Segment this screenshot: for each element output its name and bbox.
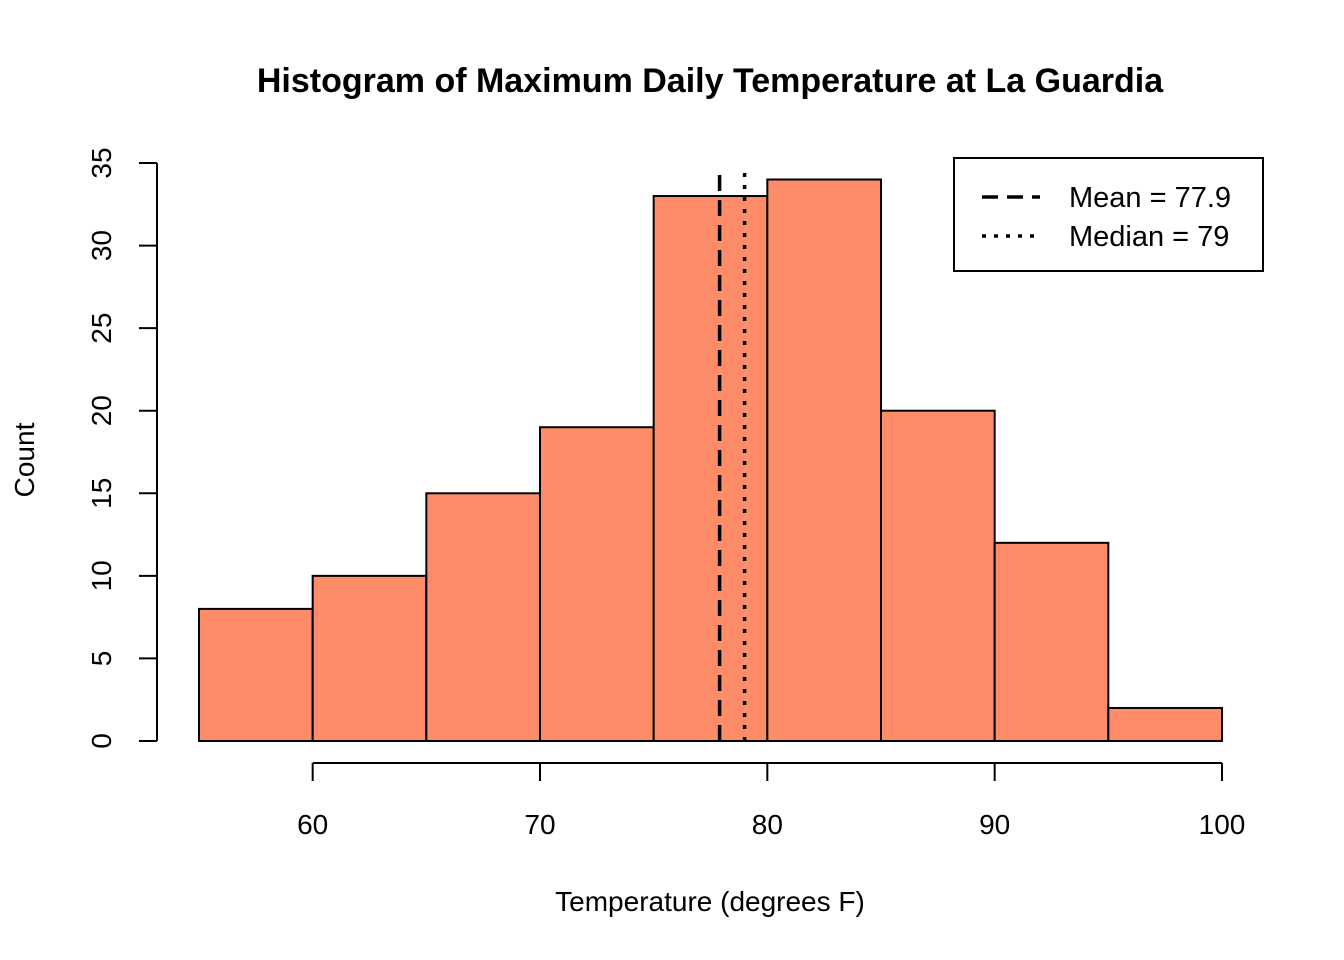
y-tick-label: 20 <box>86 395 117 426</box>
y-tick-label: 10 <box>86 560 117 591</box>
x-tick-label: 70 <box>524 809 555 840</box>
histogram-bar <box>1107 706 1224 743</box>
histogram-bar <box>652 195 769 742</box>
histogram-bar <box>539 426 655 742</box>
histogram-bar <box>766 178 882 742</box>
y-tick-label: 5 <box>86 651 117 667</box>
histogram-bar <box>993 541 1110 742</box>
bars-group <box>198 178 1224 743</box>
y-tick-label: 35 <box>86 147 117 178</box>
y-tick-label: 15 <box>86 478 117 509</box>
x-tick-label: 90 <box>979 809 1010 840</box>
y-tick-label: 25 <box>86 313 117 344</box>
reference-lines-group <box>717 170 747 741</box>
histogram-bar <box>425 492 542 742</box>
legend-box <box>953 157 1264 272</box>
x-tick-label: 100 <box>1199 809 1246 840</box>
legend-mean-label: Mean = 77.9 <box>1069 182 1231 214</box>
y-tick-label: 0 <box>86 733 117 749</box>
y-tick-label: 30 <box>86 230 117 261</box>
y-axis: 0 5 10 15 20 25 30 35 <box>86 147 158 749</box>
x-axis-label: Temperature (degrees F) <box>555 886 865 917</box>
legend: Mean = 77.9 Median = 79 <box>953 157 1264 272</box>
x-axis: 60 70 80 90 100 <box>297 762 1246 840</box>
histogram-bar <box>311 574 428 742</box>
x-tick-label: 60 <box>297 809 328 840</box>
x-tick-label: 80 <box>752 809 783 840</box>
histogram-bar <box>198 607 314 743</box>
y-axis-label: Count <box>9 422 40 497</box>
histogram-bar <box>880 409 996 742</box>
legend-median-label: Median = 79 <box>1069 221 1229 253</box>
chart-title: Histogram of Maximum Daily Temperature a… <box>257 62 1164 100</box>
